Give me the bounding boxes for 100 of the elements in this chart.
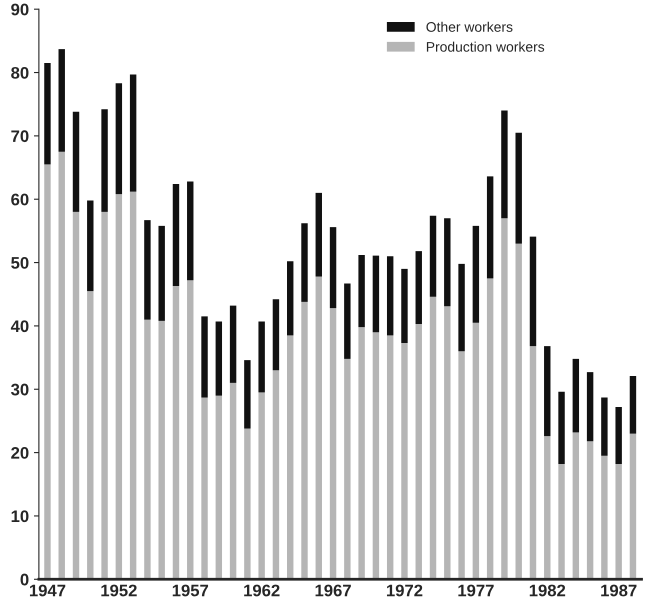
bar <box>301 302 308 580</box>
bar <box>116 83 122 194</box>
bar <box>444 306 451 580</box>
bar <box>316 192 322 277</box>
bar <box>501 110 508 218</box>
bar <box>87 200 94 292</box>
bar <box>344 283 351 359</box>
bar <box>44 164 51 580</box>
bar <box>287 261 294 336</box>
bar <box>544 436 550 580</box>
bar <box>244 360 251 429</box>
bar <box>630 434 636 580</box>
y-tick-label: 20 <box>11 447 28 459</box>
bar <box>401 343 408 580</box>
bar <box>386 335 394 580</box>
bar <box>72 212 80 580</box>
bar <box>158 320 165 580</box>
bar <box>272 299 280 370</box>
y-tick-label: 10 <box>12 510 28 522</box>
legend-label: Production workers <box>426 42 544 52</box>
bar <box>216 396 222 580</box>
bar <box>515 132 522 244</box>
x-tick-label: 1957 <box>172 584 208 596</box>
bar <box>530 236 536 346</box>
y-tick-label: 0 <box>20 574 28 586</box>
bar <box>486 176 494 278</box>
x-tick-label: 1952 <box>101 584 137 596</box>
bar <box>401 268 408 344</box>
bar <box>372 256 380 332</box>
bar <box>601 397 608 456</box>
bar <box>258 321 265 392</box>
bar <box>458 351 465 580</box>
y-tick-label: 90 <box>11 4 28 16</box>
bar <box>130 74 136 192</box>
bar <box>458 264 465 352</box>
bar <box>358 327 365 580</box>
bar <box>416 251 422 324</box>
bar <box>58 152 65 580</box>
bar <box>586 441 594 580</box>
bar <box>558 464 565 580</box>
bar <box>230 382 236 580</box>
bar <box>330 308 336 580</box>
bar <box>472 322 480 580</box>
bar <box>615 464 622 580</box>
bar <box>187 280 194 580</box>
x-tick-label: 1977 <box>458 584 494 596</box>
x-tick-label: 1982 <box>530 584 566 596</box>
bar <box>58 49 65 152</box>
y-tick-label: 70 <box>11 130 28 142</box>
bar <box>144 320 151 580</box>
bar <box>572 432 580 580</box>
bar <box>416 324 422 580</box>
bar <box>244 428 251 580</box>
bar <box>586 372 594 442</box>
legend-label: Other workers <box>426 22 512 32</box>
y-tick-label: 80 <box>11 66 28 79</box>
bar <box>330 227 336 308</box>
bar <box>444 218 451 306</box>
x-tick-label: 1967 <box>316 584 351 596</box>
y-tick-label: 40 <box>10 320 28 332</box>
bar <box>316 276 322 580</box>
bar <box>301 223 308 302</box>
bar <box>372 332 380 580</box>
x-tick-label: 1947 <box>30 584 66 596</box>
y-tick-label: 30 <box>11 384 28 396</box>
bar <box>201 397 208 580</box>
bar <box>87 291 94 580</box>
bar <box>430 216 436 297</box>
bar <box>386 256 394 336</box>
bar <box>116 194 122 580</box>
bar <box>486 278 494 580</box>
y-tick-label: 60 <box>11 194 28 206</box>
bar <box>430 296 436 580</box>
bar <box>344 358 351 580</box>
bar <box>530 346 536 580</box>
bar <box>101 109 108 212</box>
bar <box>287 335 294 580</box>
bar <box>172 184 180 286</box>
bar <box>558 392 565 464</box>
bar <box>515 244 522 580</box>
bar <box>130 192 136 580</box>
bar <box>258 392 265 580</box>
bar <box>630 376 636 434</box>
x-tick-label: 1972 <box>386 584 422 596</box>
bar <box>472 226 480 323</box>
bar <box>358 254 365 328</box>
bar <box>615 406 622 464</box>
x-tick-label: 1987 <box>601 584 636 596</box>
bar <box>544 346 550 436</box>
bar <box>201 316 208 398</box>
x-tick-label: 1962 <box>244 584 280 596</box>
bar <box>572 358 580 432</box>
bar <box>501 218 508 580</box>
bar <box>187 181 194 280</box>
bar <box>101 212 108 580</box>
bar <box>601 456 608 580</box>
bar <box>72 112 80 212</box>
bar <box>158 226 165 321</box>
bar <box>216 321 222 396</box>
bar <box>144 220 151 320</box>
